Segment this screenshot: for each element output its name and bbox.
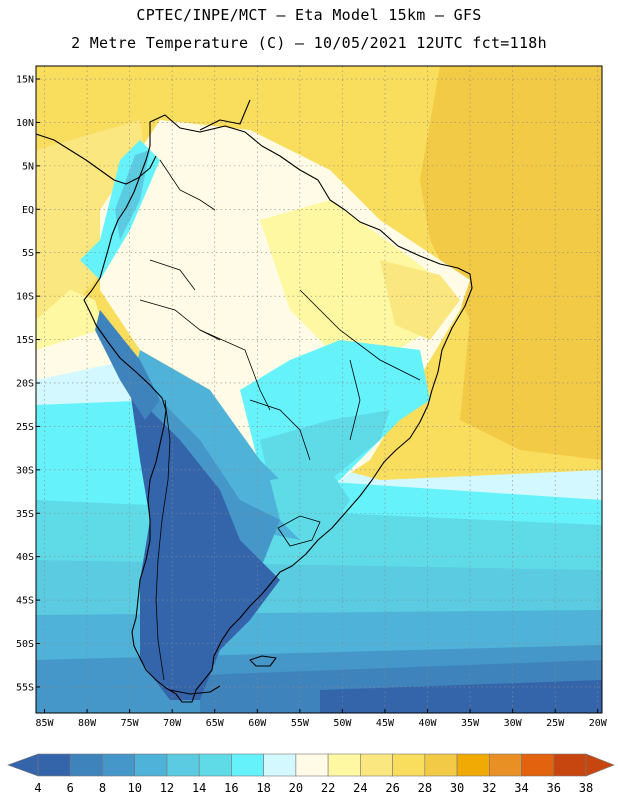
- tierra-del-fuego-coastline: [169, 685, 221, 695]
- longitude-tick-label: 55W: [291, 718, 310, 729]
- longitude-tick-label: 30W: [504, 718, 523, 729]
- colorbar-swatch: [488, 753, 522, 777]
- field-south-4: [320, 680, 602, 713]
- border-colombia-venezuela: [159, 159, 216, 211]
- longitude-tick-label: 70W: [163, 718, 182, 729]
- latitude-tick-label: 10N: [16, 118, 34, 129]
- longitude-tick-label: 65W: [206, 718, 225, 729]
- longitude-tick-label: 50W: [333, 718, 352, 729]
- latitude-tick-label: 10S: [16, 292, 34, 303]
- colorbar-swatch: [198, 753, 232, 777]
- longitude-tick-label: 85W: [35, 718, 54, 729]
- colorbar-label: 14: [192, 781, 206, 795]
- colorbar-label: 26: [385, 781, 399, 795]
- colorbar-swatch: [134, 753, 168, 777]
- border-argentina-chile: [155, 399, 171, 681]
- latitude-tick-label: 45S: [16, 596, 34, 607]
- colorbar-swatch: [102, 753, 136, 777]
- colorbar-label: 18: [256, 781, 270, 795]
- colorbar-left-arrow: [7, 753, 39, 777]
- colorbar-right-arrow: [585, 753, 615, 777]
- colorbar-label: 12: [160, 781, 174, 795]
- colorbar-swatch: [392, 753, 426, 777]
- colorbar-label: 36: [547, 781, 561, 795]
- border-peru-brazil: [139, 299, 221, 341]
- border-paraguay: [249, 399, 311, 461]
- longitude-tick-label: 25W: [546, 718, 565, 729]
- latitude-tick-label: 20S: [16, 378, 34, 389]
- caribbean-coastline: [199, 99, 251, 131]
- colorbar-label: 32: [482, 781, 496, 795]
- colorbar-swatch: [521, 753, 555, 777]
- colorbar-label: 38: [579, 781, 593, 795]
- field-uruguay-14: [270, 470, 350, 540]
- longitude-tick-label: 45W: [376, 718, 395, 729]
- latitude-tick-label: 40S: [16, 552, 34, 563]
- colorbar-label: 22: [321, 781, 335, 795]
- border-uruguay: [277, 515, 321, 547]
- colorbar-swatches: [7, 753, 615, 777]
- field-patagonia-4: [130, 390, 280, 700]
- latitude-tick-label: 55S: [16, 682, 34, 693]
- colorbar-label: 30: [450, 781, 464, 795]
- longitude-tick-label: 60W: [248, 718, 267, 729]
- colorbar-label: 8: [99, 781, 106, 795]
- colorbar-swatch: [37, 753, 71, 777]
- colorbar-label: 34: [514, 781, 528, 795]
- longitude-tick-label: 20W: [589, 718, 608, 729]
- border-colombia-brazil: [149, 259, 196, 291]
- colorbar-label: 16: [224, 781, 238, 795]
- latitude-labels: 15N 10N 5N EQ 5S 10S 15S 20S 25S 30S 35S 40S 45S 50S 5…: [16, 75, 40, 693]
- colorbar: 4 6 8 10 12 14 16 18 20 22 24 26 28 30 32 34 36 38: [7, 753, 615, 795]
- latitude-tick-label: EQ: [22, 205, 34, 216]
- map-subtitle: 2 Metre Temperature (C) – 10/05/2021 12U…: [71, 34, 547, 52]
- falklands-coastline: [249, 655, 277, 667]
- temperature-map: 15N 10N 5N EQ 5S 10S 15S 20S 25S 30S 35S 40S 45S 50S 5…: [16, 65, 608, 729]
- latitude-tick-label: 25S: [16, 422, 34, 433]
- border-bolivia-brazil: [199, 329, 271, 411]
- colorbar-label: 6: [67, 781, 74, 795]
- latitude-tick-label: 15N: [16, 75, 34, 86]
- colorbar-swatch: [69, 753, 103, 777]
- latitude-tick-label: 15S: [16, 335, 34, 346]
- border-brazil-states: [299, 289, 421, 441]
- central-america-coastline: [36, 133, 157, 185]
- country-borders: [139, 159, 421, 681]
- latitude-tick-label: 35S: [16, 509, 34, 520]
- latitude-tick-label: 30S: [16, 465, 34, 476]
- colorbar-swatch: [263, 753, 297, 777]
- longitude-tick-label: 40W: [418, 718, 437, 729]
- colorbar-label: 10: [127, 781, 141, 795]
- latitude-tick-label: 5N: [22, 161, 34, 172]
- latitude-tick-label: 50S: [16, 639, 34, 650]
- longitude-tick-label: 80W: [78, 718, 97, 729]
- colorbar-swatch: [231, 753, 264, 777]
- longitude-labels: 85W 80W 75W 70W 65W 60W 55W 50W 45W 40W 35W 30W 25W 2…: [35, 709, 608, 729]
- colorbar-label: 4: [34, 781, 41, 795]
- temperature-field: [36, 66, 602, 713]
- map-frame: [35, 65, 603, 714]
- field-continent-24: [380, 260, 460, 340]
- south-america-coastline: [83, 114, 473, 703]
- colorbar-swatch: [360, 753, 393, 777]
- longitude-tick-label: 35W: [461, 718, 480, 729]
- map-title: CPTEC/INPE/MCT – Eta Model 15km – GFS: [136, 6, 482, 24]
- coastlines: [36, 99, 473, 703]
- colorbar-swatch: [295, 753, 329, 777]
- colorbar-swatch: [553, 753, 587, 777]
- colorbar-swatch: [327, 753, 361, 777]
- field-atlantic-warm: [420, 66, 602, 460]
- longitude-tick-label: 75W: [121, 718, 140, 729]
- colorbar-label: 20: [289, 781, 303, 795]
- colorbar-label: 24: [353, 781, 367, 795]
- colorbar-label: 28: [418, 781, 432, 795]
- colorbar-swatch: [456, 753, 490, 777]
- colorbar-labels: 4 6 8 10 12 14 16 18 20 22 24 26 28 30 32 34 36 38: [34, 781, 593, 795]
- colorbar-swatch: [166, 753, 200, 777]
- colorbar-swatch: [424, 753, 458, 777]
- latitude-tick-label: 5S: [22, 248, 34, 259]
